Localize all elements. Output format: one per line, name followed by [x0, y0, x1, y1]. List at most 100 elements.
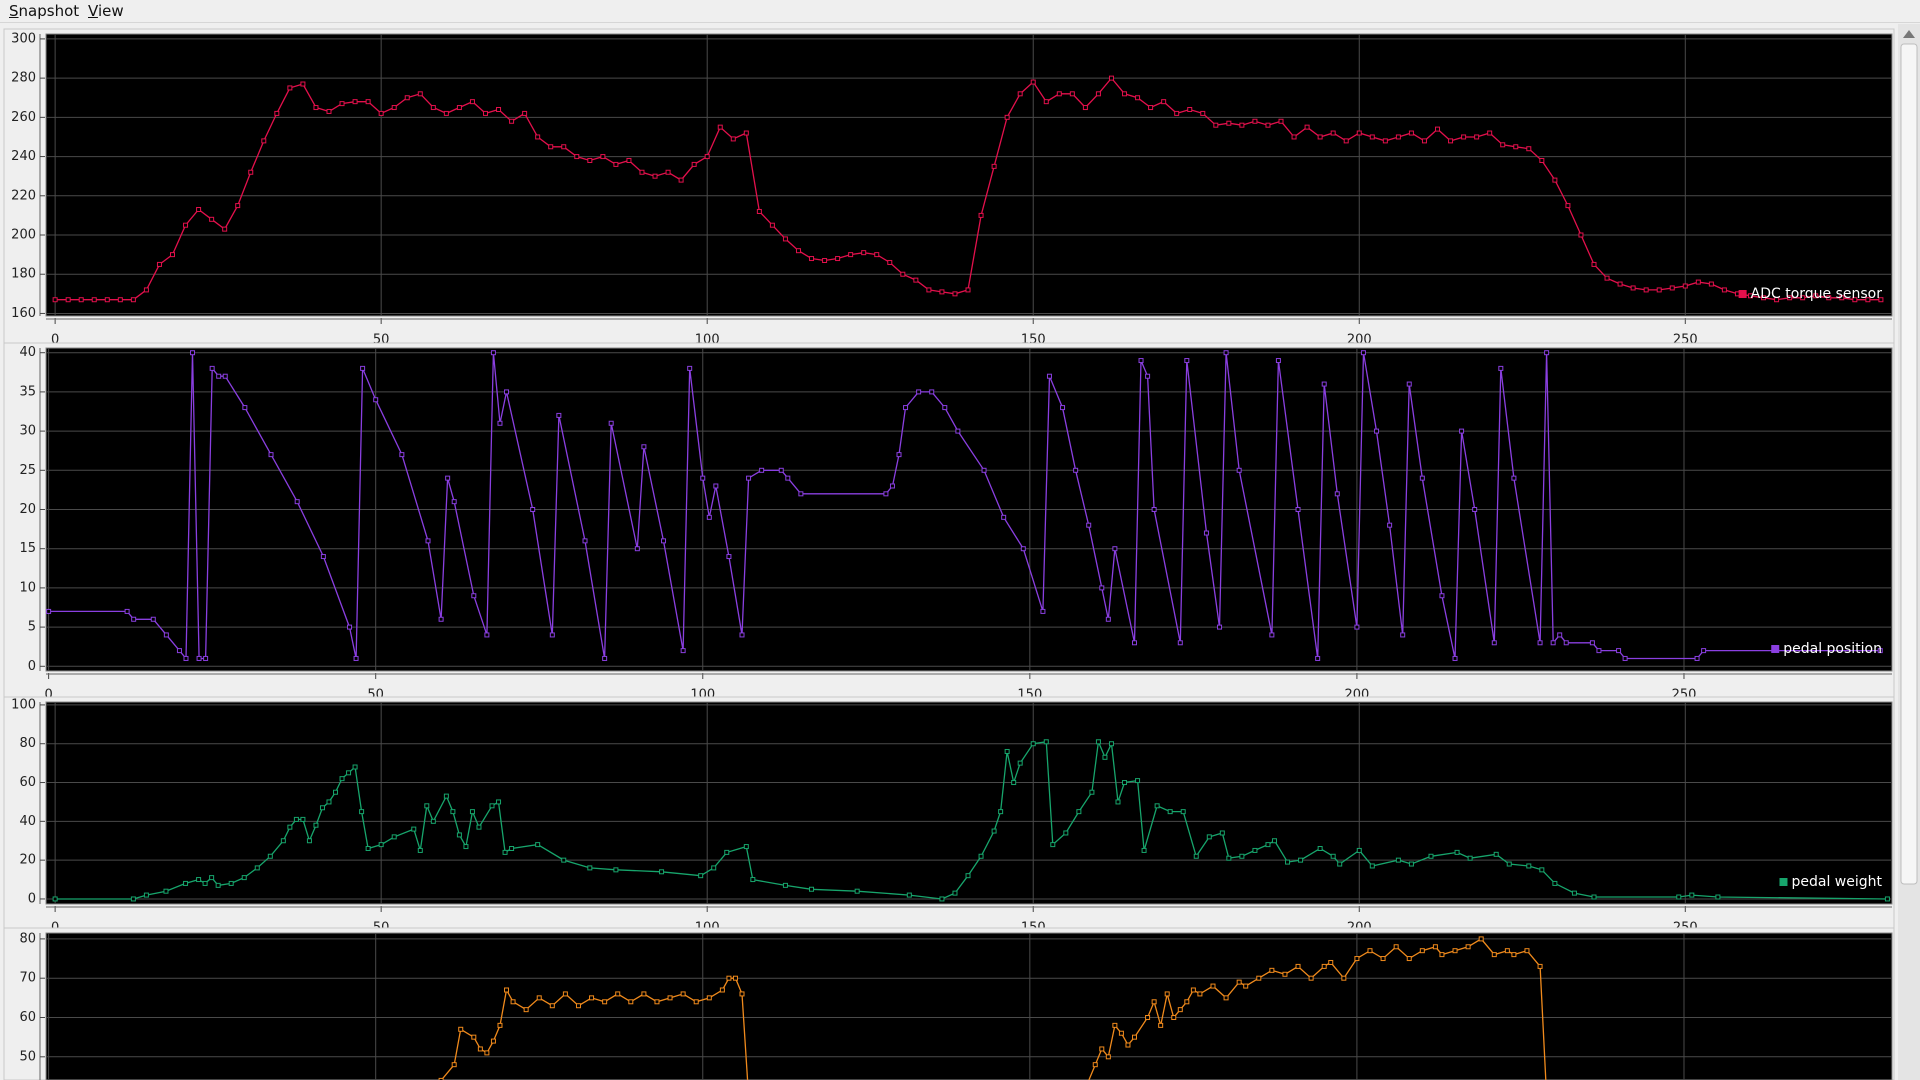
data-point	[209, 365, 215, 371]
data-point	[732, 975, 738, 981]
scroll-up-arrow[interactable]	[1903, 30, 1915, 38]
y-tick-label: 0	[28, 659, 36, 674]
data-point	[117, 297, 123, 303]
data-point	[352, 99, 358, 105]
data-point	[719, 987, 725, 993]
data-point	[471, 1034, 477, 1040]
data-point	[1552, 880, 1558, 886]
data-point	[352, 764, 358, 770]
data-point	[1131, 1034, 1137, 1040]
data-point	[1269, 967, 1275, 973]
data-point	[778, 467, 784, 473]
data-point	[952, 291, 958, 297]
data-point	[1295, 963, 1301, 969]
data-point	[1017, 91, 1023, 97]
data-point	[1145, 1015, 1151, 1021]
data-point	[1448, 138, 1454, 144]
data-point	[1369, 863, 1375, 869]
data-point	[1563, 640, 1569, 646]
data-point	[1291, 134, 1297, 140]
data-point	[1498, 365, 1504, 371]
data-point	[1439, 952, 1445, 958]
data-point	[929, 389, 935, 395]
data-point	[1135, 95, 1141, 101]
y-tick-label: 220	[11, 188, 36, 203]
data-point	[1184, 999, 1190, 1005]
data-point	[313, 822, 319, 828]
data-point	[822, 258, 828, 264]
data-point	[1112, 1022, 1118, 1028]
data-point	[523, 1007, 529, 1013]
data-point	[1197, 991, 1203, 997]
data-point	[1020, 546, 1026, 552]
y-tick-label: 200	[11, 228, 36, 243]
data-point	[1669, 285, 1675, 291]
y-tick-label: 60	[19, 775, 36, 790]
y-tick-label: 280	[11, 71, 36, 86]
data-point	[504, 987, 510, 993]
data-point	[1813, 293, 1819, 299]
y-tick-label: 35	[19, 384, 36, 399]
data-point	[835, 256, 841, 262]
data-point	[1656, 287, 1662, 293]
data-point	[1487, 130, 1493, 136]
data-point	[1135, 778, 1141, 784]
data-point	[1537, 640, 1543, 646]
y-tick-label: 260	[11, 110, 36, 125]
data-point	[1269, 632, 1275, 638]
data-point	[502, 849, 508, 855]
data-point	[1428, 853, 1434, 859]
data-point	[1271, 838, 1277, 844]
data-point	[509, 846, 515, 852]
menu-item[interactable]: Snapshot	[9, 2, 80, 20]
data-point	[347, 624, 353, 630]
data-point	[549, 632, 555, 638]
data-point	[1108, 741, 1114, 747]
data-point	[1239, 853, 1245, 859]
data-point	[1550, 640, 1556, 646]
data-point	[1439, 593, 1445, 599]
data-point	[1877, 648, 1883, 654]
data-point	[1125, 1042, 1131, 1048]
data-point	[613, 161, 619, 167]
data-point	[1852, 297, 1858, 303]
data-point	[1167, 809, 1173, 815]
plot-content: ADC torque sensor	[52, 75, 1884, 303]
data-point	[1800, 295, 1806, 301]
data-point	[450, 809, 456, 815]
data-point	[1099, 585, 1105, 591]
plot-area	[45, 33, 1893, 317]
data-point	[130, 896, 136, 902]
data-point	[261, 138, 267, 144]
data-point	[1500, 142, 1506, 148]
data-point	[163, 632, 169, 638]
data-point	[1239, 122, 1245, 128]
data-point	[654, 999, 660, 1005]
data-point	[430, 105, 436, 111]
data-point	[1474, 134, 1480, 140]
data-point	[1406, 381, 1412, 387]
menu-item[interactable]: View	[88, 2, 124, 20]
data-point	[639, 169, 645, 175]
data-point	[1465, 944, 1471, 950]
data-point	[1408, 130, 1414, 136]
data-point	[795, 248, 801, 254]
data-point	[1145, 373, 1151, 379]
data-point	[913, 277, 919, 283]
data-point	[438, 616, 444, 622]
data-point	[1356, 847, 1362, 853]
data-point	[1105, 616, 1111, 622]
data-point	[1282, 971, 1288, 977]
data-point	[456, 832, 462, 838]
scrollbar-handle[interactable]	[1900, 43, 1918, 885]
data-point	[1504, 948, 1510, 954]
plot-area	[45, 701, 1893, 905]
data-point	[1226, 855, 1232, 861]
data-point	[628, 999, 634, 1005]
data-point	[1334, 491, 1340, 497]
data-point	[1219, 830, 1225, 836]
data-point	[704, 154, 710, 160]
data-point	[1506, 861, 1512, 867]
data-point	[1151, 999, 1157, 1005]
data-point	[756, 208, 762, 214]
